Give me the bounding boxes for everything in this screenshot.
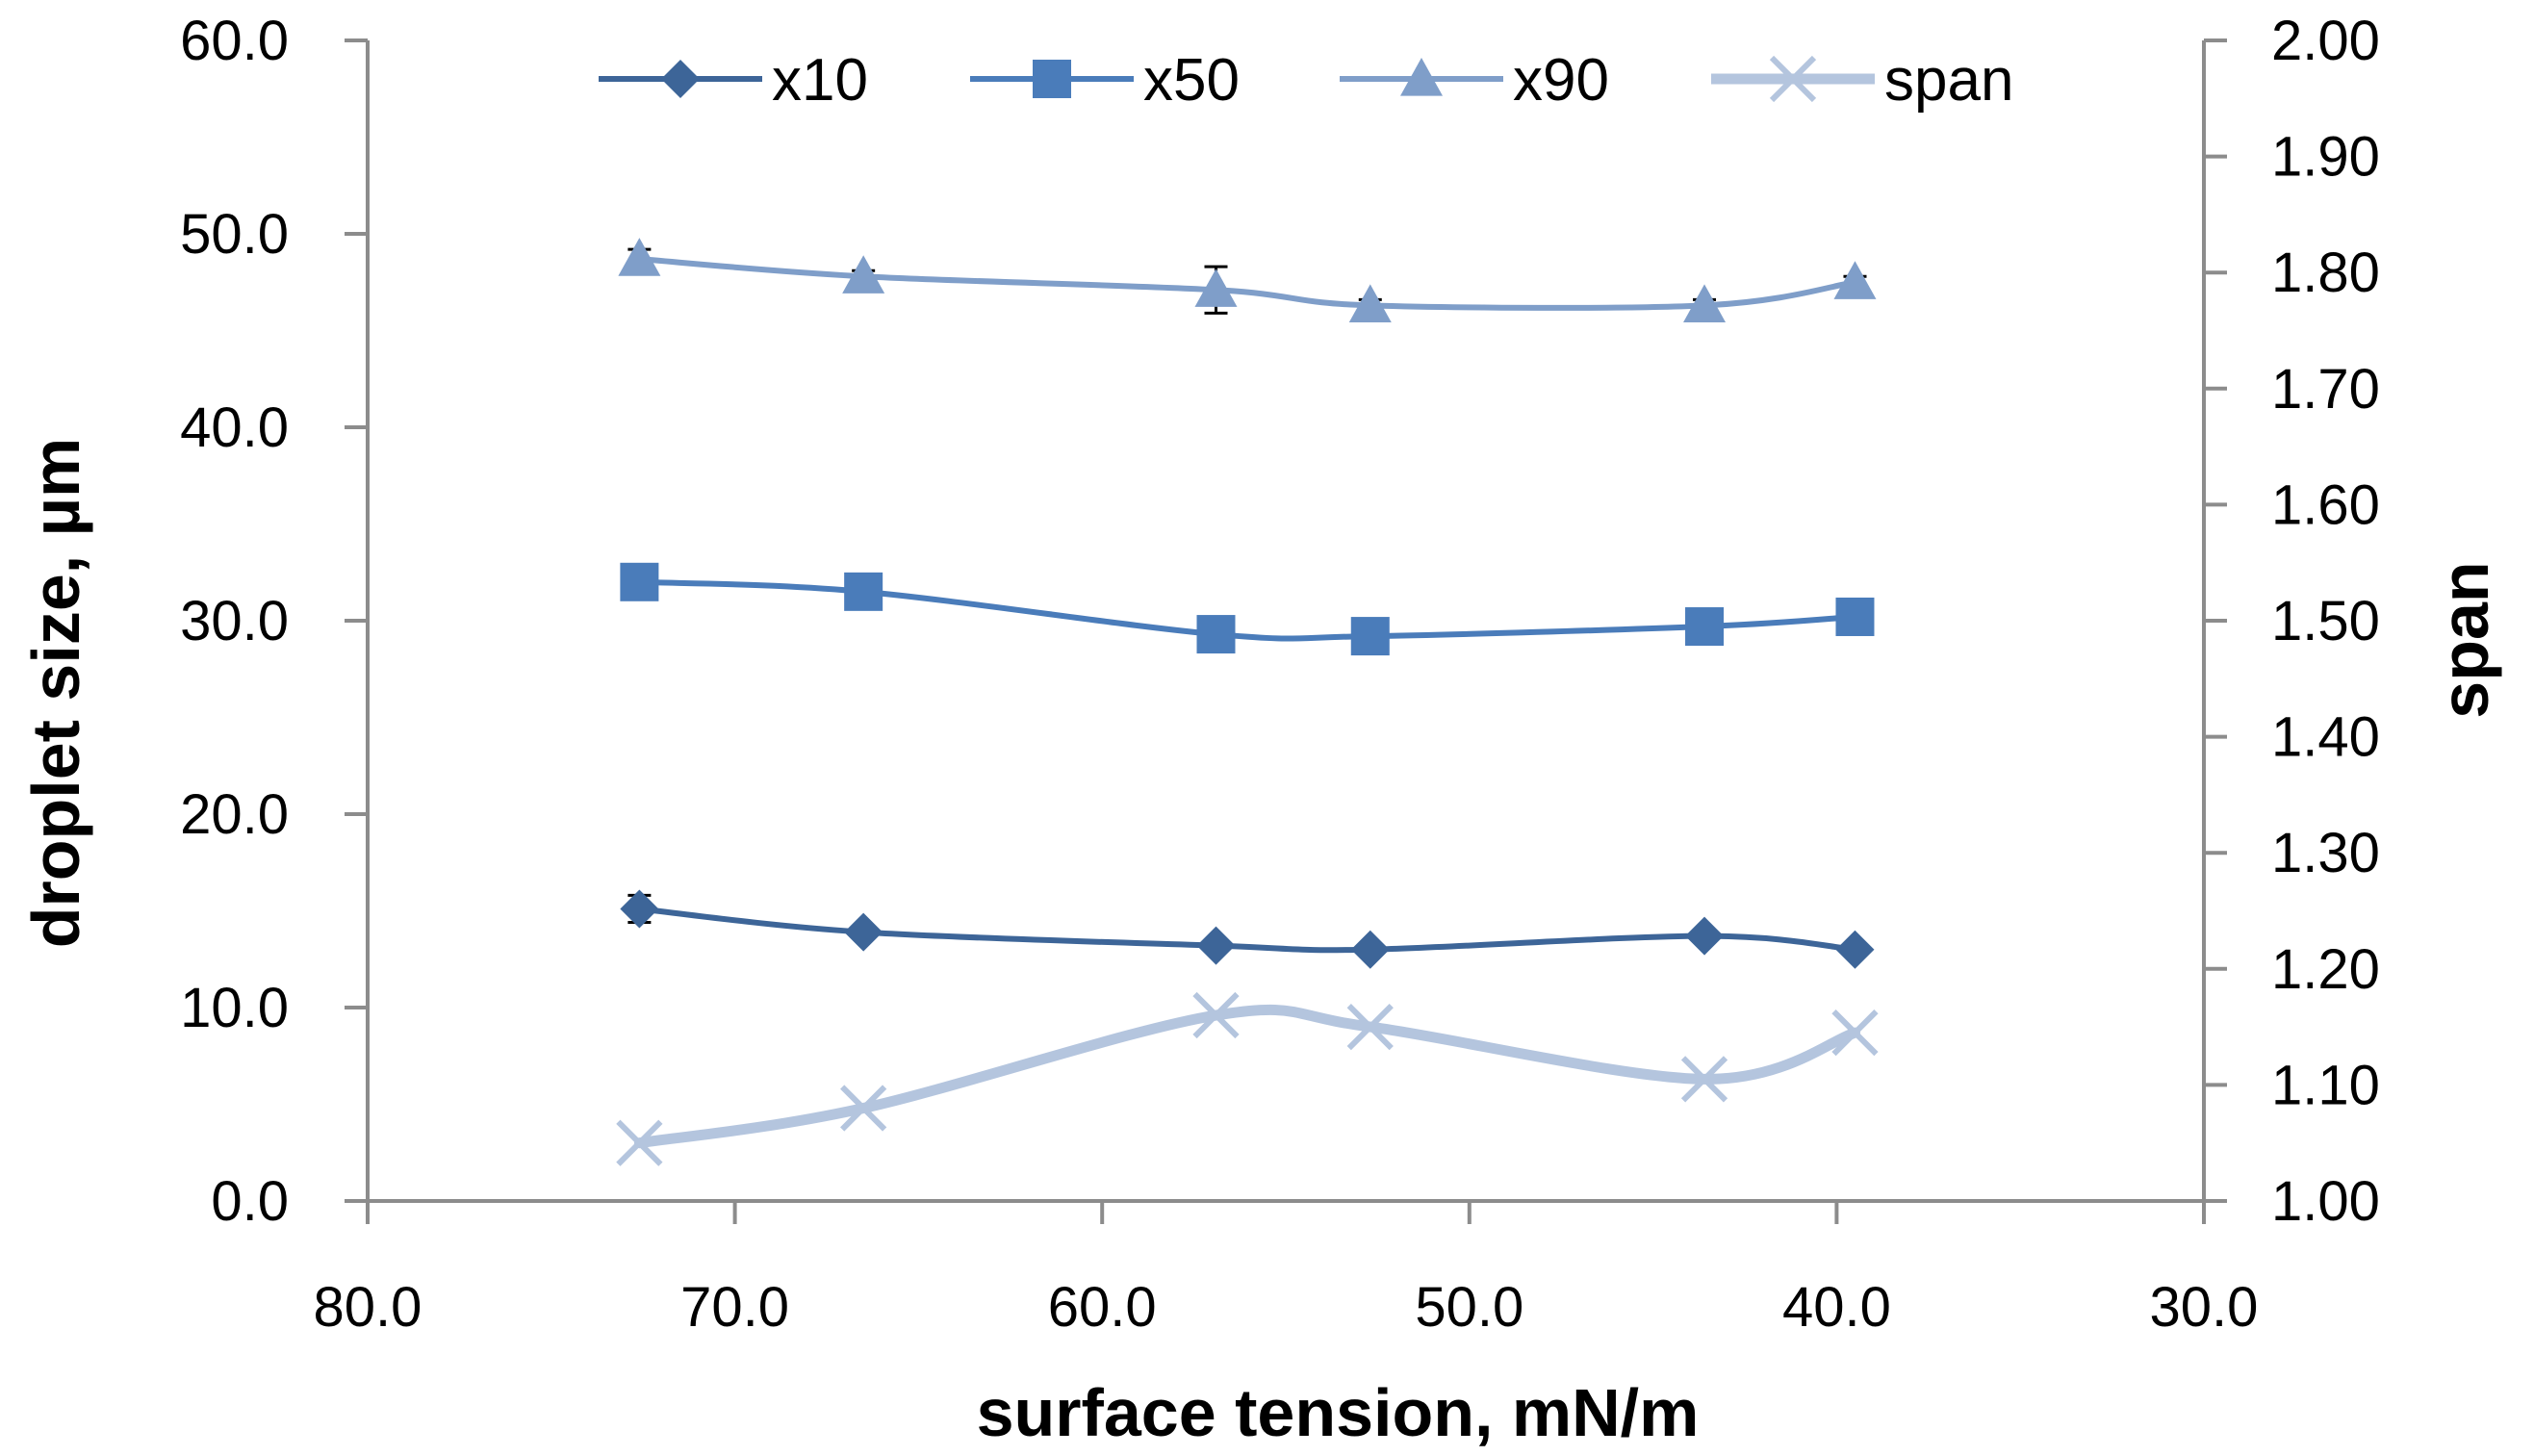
legend-item-x90: x90 <box>1340 47 1609 114</box>
data-point-x50 <box>844 572 883 611</box>
x-tick-label: 70.0 <box>680 1276 789 1339</box>
legend-item-x10: x10 <box>599 47 868 114</box>
data-point-x90 <box>618 238 661 276</box>
series-span <box>616 991 1879 1166</box>
x-tick-label: 60.0 <box>1048 1276 1157 1339</box>
data-point-span <box>1831 1009 1879 1057</box>
series-line-x10 <box>636 906 1858 954</box>
legend-label: x50 <box>1143 47 1240 114</box>
data-point-x50 <box>1835 597 1875 636</box>
y2-tick-label: 1.00 <box>2271 1170 2380 1233</box>
x-axis-title: surface tension, mN/m <box>977 1375 1700 1450</box>
legend: x10 x50 x90 span <box>599 47 2013 114</box>
axes-layer: 0.0 10.0 20.0 30.0 40.0 50.0 60.0 1.00 1.10 1.20 1… <box>180 10 2380 1339</box>
data-point-x90 <box>842 255 885 294</box>
y-tick-label: 40.0 <box>180 396 289 459</box>
legend-item-x50: x50 <box>970 47 1240 114</box>
data-point-span <box>1192 991 1240 1039</box>
legend-label: x90 <box>1513 47 1609 114</box>
data-point-x90 <box>1194 268 1238 307</box>
data-point-x50 <box>1685 607 1725 647</box>
data-point-span <box>1346 1003 1394 1051</box>
x-tick-label: 80.0 <box>314 1276 422 1339</box>
y2-tick-label: 1.50 <box>2271 590 2380 652</box>
data-point-span <box>1680 1056 1728 1103</box>
x-tick-label: 50.0 <box>1415 1276 1523 1339</box>
legend-item-span: span <box>1711 47 2013 114</box>
series-x10 <box>620 889 1875 969</box>
legend-label: x10 <box>772 47 868 114</box>
series-layer <box>616 238 1879 1166</box>
data-point-x90 <box>1833 261 1877 299</box>
data-point-span <box>616 1119 663 1166</box>
legend-marker <box>1033 60 1071 98</box>
y2-tick-label: 1.60 <box>2271 473 2380 536</box>
y2-tick-label: 1.30 <box>2271 822 2380 884</box>
y2-tick-label: 1.90 <box>2271 126 2380 189</box>
data-point-span <box>840 1085 887 1132</box>
legend-marker <box>661 60 700 98</box>
data-point-x10 <box>1196 926 1236 965</box>
series-line-span <box>633 1004 1860 1149</box>
y-tick-label: 50.0 <box>180 203 289 266</box>
data-point-x90 <box>1683 284 1727 322</box>
y2-tick-label: 1.80 <box>2271 242 2380 304</box>
y2-tick-label: 1.70 <box>2271 358 2380 421</box>
y-tick-label: 0.0 <box>211 1170 289 1233</box>
y2-tick-label: 1.40 <box>2271 706 2380 769</box>
series-x50 <box>620 562 1875 656</box>
data-point-x50 <box>1196 615 1236 654</box>
data-point-x10 <box>1835 930 1875 969</box>
y2-tick-label: 1.20 <box>2271 938 2380 1001</box>
legend-label: span <box>1884 47 2013 114</box>
y2-tick-label: 2.00 <box>2271 10 2380 72</box>
y-tick-label: 20.0 <box>180 783 289 846</box>
data-point-x90 <box>1348 284 1392 322</box>
data-point-x10 <box>1685 916 1725 956</box>
y-tick-label: 60.0 <box>180 10 289 72</box>
data-point-x10 <box>844 912 883 952</box>
series-x90 <box>618 238 1877 322</box>
data-point-x50 <box>1350 617 1390 656</box>
legend-marker <box>1769 55 1817 103</box>
y2-tick-label: 1.10 <box>2271 1054 2380 1116</box>
legend-marker <box>1400 58 1443 96</box>
x-tick-label: 40.0 <box>1782 1276 1891 1339</box>
data-point-x10 <box>620 889 659 929</box>
data-point-x10 <box>1350 930 1390 969</box>
y-tick-label: 30.0 <box>180 590 289 652</box>
x-tick-label: 30.0 <box>2150 1276 2259 1339</box>
series-line-x50 <box>636 578 1858 642</box>
y-axis-title: droplet size, µm <box>18 438 93 948</box>
series-line-x90 <box>636 256 1858 311</box>
y2-axis-title: span <box>2427 561 2502 718</box>
y-tick-label: 10.0 <box>180 977 289 1039</box>
data-point-x50 <box>620 562 659 601</box>
